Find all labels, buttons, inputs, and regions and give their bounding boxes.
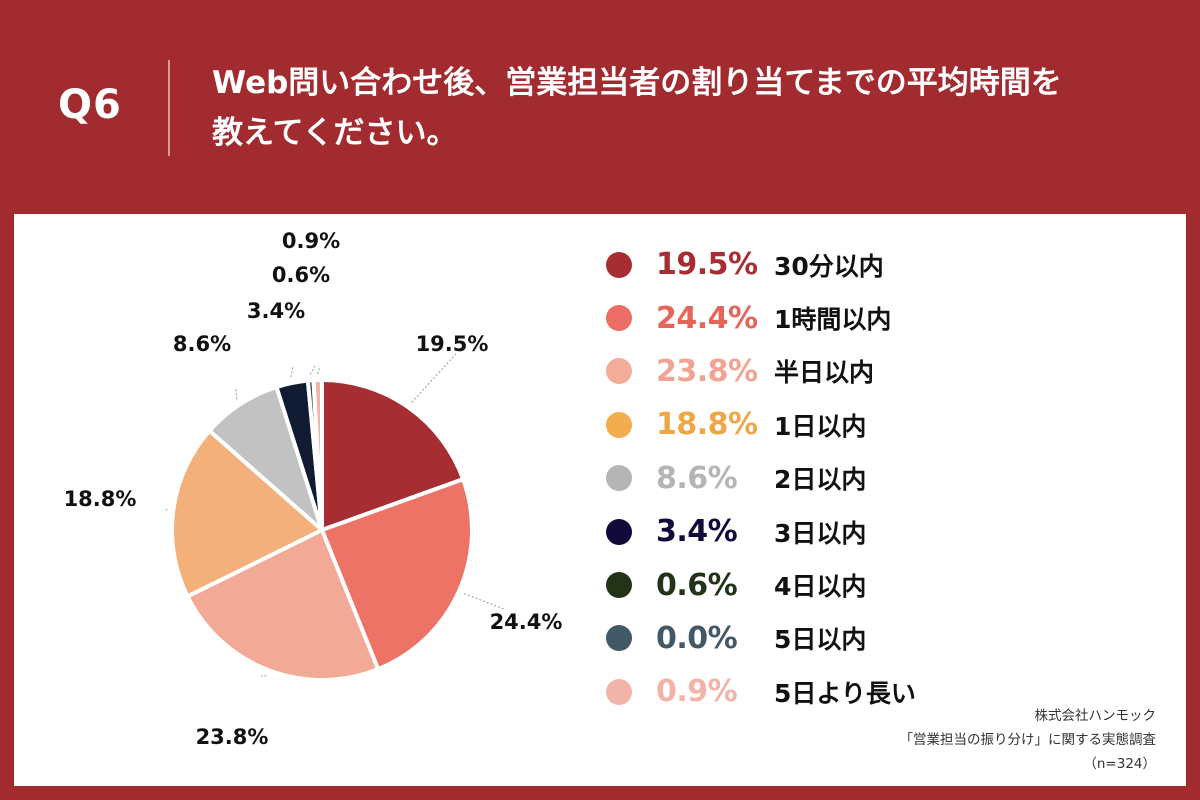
- legend-item-1: 19.5% 30分以内: [604, 238, 1004, 291]
- legend-percent: 24.4%: [656, 300, 758, 336]
- legend-item-3: 23.8% 半日以内: [604, 345, 1004, 398]
- legend-label: 4日以内: [774, 572, 867, 602]
- legend-label: 半日以内: [774, 358, 875, 388]
- legend-item-8: 0.0% 5日以内: [604, 612, 1004, 665]
- legend-dot: [606, 305, 632, 332]
- legend-item-9: 0.9% 5日より長い: [604, 665, 1004, 718]
- header: Q6 Web問い合わせ後、営業担当者の割り当てまでの平均時間を 教えてください。: [0, 0, 1200, 214]
- leader-line-1: [411, 353, 457, 403]
- leader-line-6: [290, 365, 294, 378]
- leader-line-4: [163, 509, 168, 512]
- legend-percent: 3.4%: [656, 514, 738, 550]
- pie-label-4: 18.8%: [64, 487, 137, 511]
- legend-label: 1日以内: [774, 411, 867, 441]
- legend-item-7: 0.6% 4日以内: [604, 558, 1004, 611]
- legend-dot: [606, 411, 632, 438]
- pie-chart: 19.5% 24.4% 23.8% 18.8% 8.6% 3.4% 0.6% 0.9%: [64, 229, 563, 749]
- source-survey: 「営業担当の振り分け」に関する実態調査: [899, 732, 1157, 748]
- legend-item-4: 18.8% 1日以内: [604, 398, 1004, 451]
- pie-label-5: 8.6%: [173, 332, 231, 356]
- question-title: Web問い合わせ後、営業担当者の割り当てまでの平均時間を 教えてください。: [212, 58, 1172, 158]
- legend-dot: [606, 358, 632, 385]
- question-number: Q6: [58, 82, 122, 128]
- legend-item-5: 8.6% 2日以内: [604, 452, 1004, 505]
- chart-panel: 19.5% 24.4% 23.8% 18.8% 8.6% 3.4% 0.6% 0.9% 19.…: [14, 214, 1186, 786]
- pie-label-6: 3.4%: [247, 299, 305, 323]
- pie-slice-3: [184, 527, 381, 682]
- source-company: 株式会社ハンモック: [1034, 708, 1157, 724]
- legend-dot: [606, 518, 632, 545]
- legend-percent: 8.6%: [656, 460, 738, 496]
- legend-dot: [606, 625, 632, 652]
- pie-slice-9: [311, 377, 324, 531]
- legend-percent: 18.8%: [656, 407, 758, 443]
- legend-percent: 23.8%: [656, 353, 758, 389]
- legend-item-2: 24.4% 1時間以内: [604, 291, 1004, 344]
- legend-percent: 0.0%: [656, 620, 738, 656]
- pie-slice-1: [320, 377, 466, 533]
- legend-dot: [606, 465, 632, 492]
- legend-dot: [606, 572, 632, 599]
- question-title-line2: 教えてください。: [212, 115, 458, 151]
- legend-percent: 0.6%: [656, 567, 738, 603]
- pie-label-2: 24.4%: [490, 610, 563, 634]
- legend-dot: [606, 678, 632, 705]
- leader-line-9: [317, 365, 321, 375]
- leader-line-7: [309, 365, 316, 375]
- legend-percent: 0.9%: [656, 674, 738, 710]
- legend-label: 30分以内: [774, 251, 884, 281]
- legend-item-6: 3.4% 3日以内: [604, 505, 1004, 558]
- legend-label: 2日以内: [774, 465, 867, 495]
- legend-percent: 19.5%: [656, 247, 758, 283]
- source-sample-size: （n=324）: [1083, 756, 1156, 772]
- legend-label: 5日以内: [774, 625, 867, 655]
- source-note: 株式会社ハンモック 「営業担当の振り分け」に関する実態調査 （n=324）: [900, 704, 1157, 776]
- question-title-line1: Web問い合わせ後、営業担当者の割り当てまでの平均時間を: [212, 65, 1062, 101]
- legend-label: 5日より長い: [774, 678, 916, 708]
- pie-label-1: 19.5%: [416, 332, 489, 356]
- leader-line-5: [235, 387, 238, 400]
- pie-label-9: 0.9%: [282, 229, 340, 253]
- legend-dot: [606, 251, 632, 278]
- legend: 19.5% 30分以内 24.4% 1時間以内 23.8% 半日以内 18.8% 1日以内 8.…: [604, 238, 1004, 719]
- header-divider: [168, 60, 170, 156]
- leader-line-2: [464, 593, 505, 610]
- pie-slice-4: [170, 427, 326, 600]
- pie-label-7: 0.6%: [272, 263, 330, 287]
- legend-label: 3日以内: [774, 518, 867, 548]
- legend-label: 1時間以内: [774, 305, 892, 335]
- pie-label-3: 23.8%: [196, 725, 269, 749]
